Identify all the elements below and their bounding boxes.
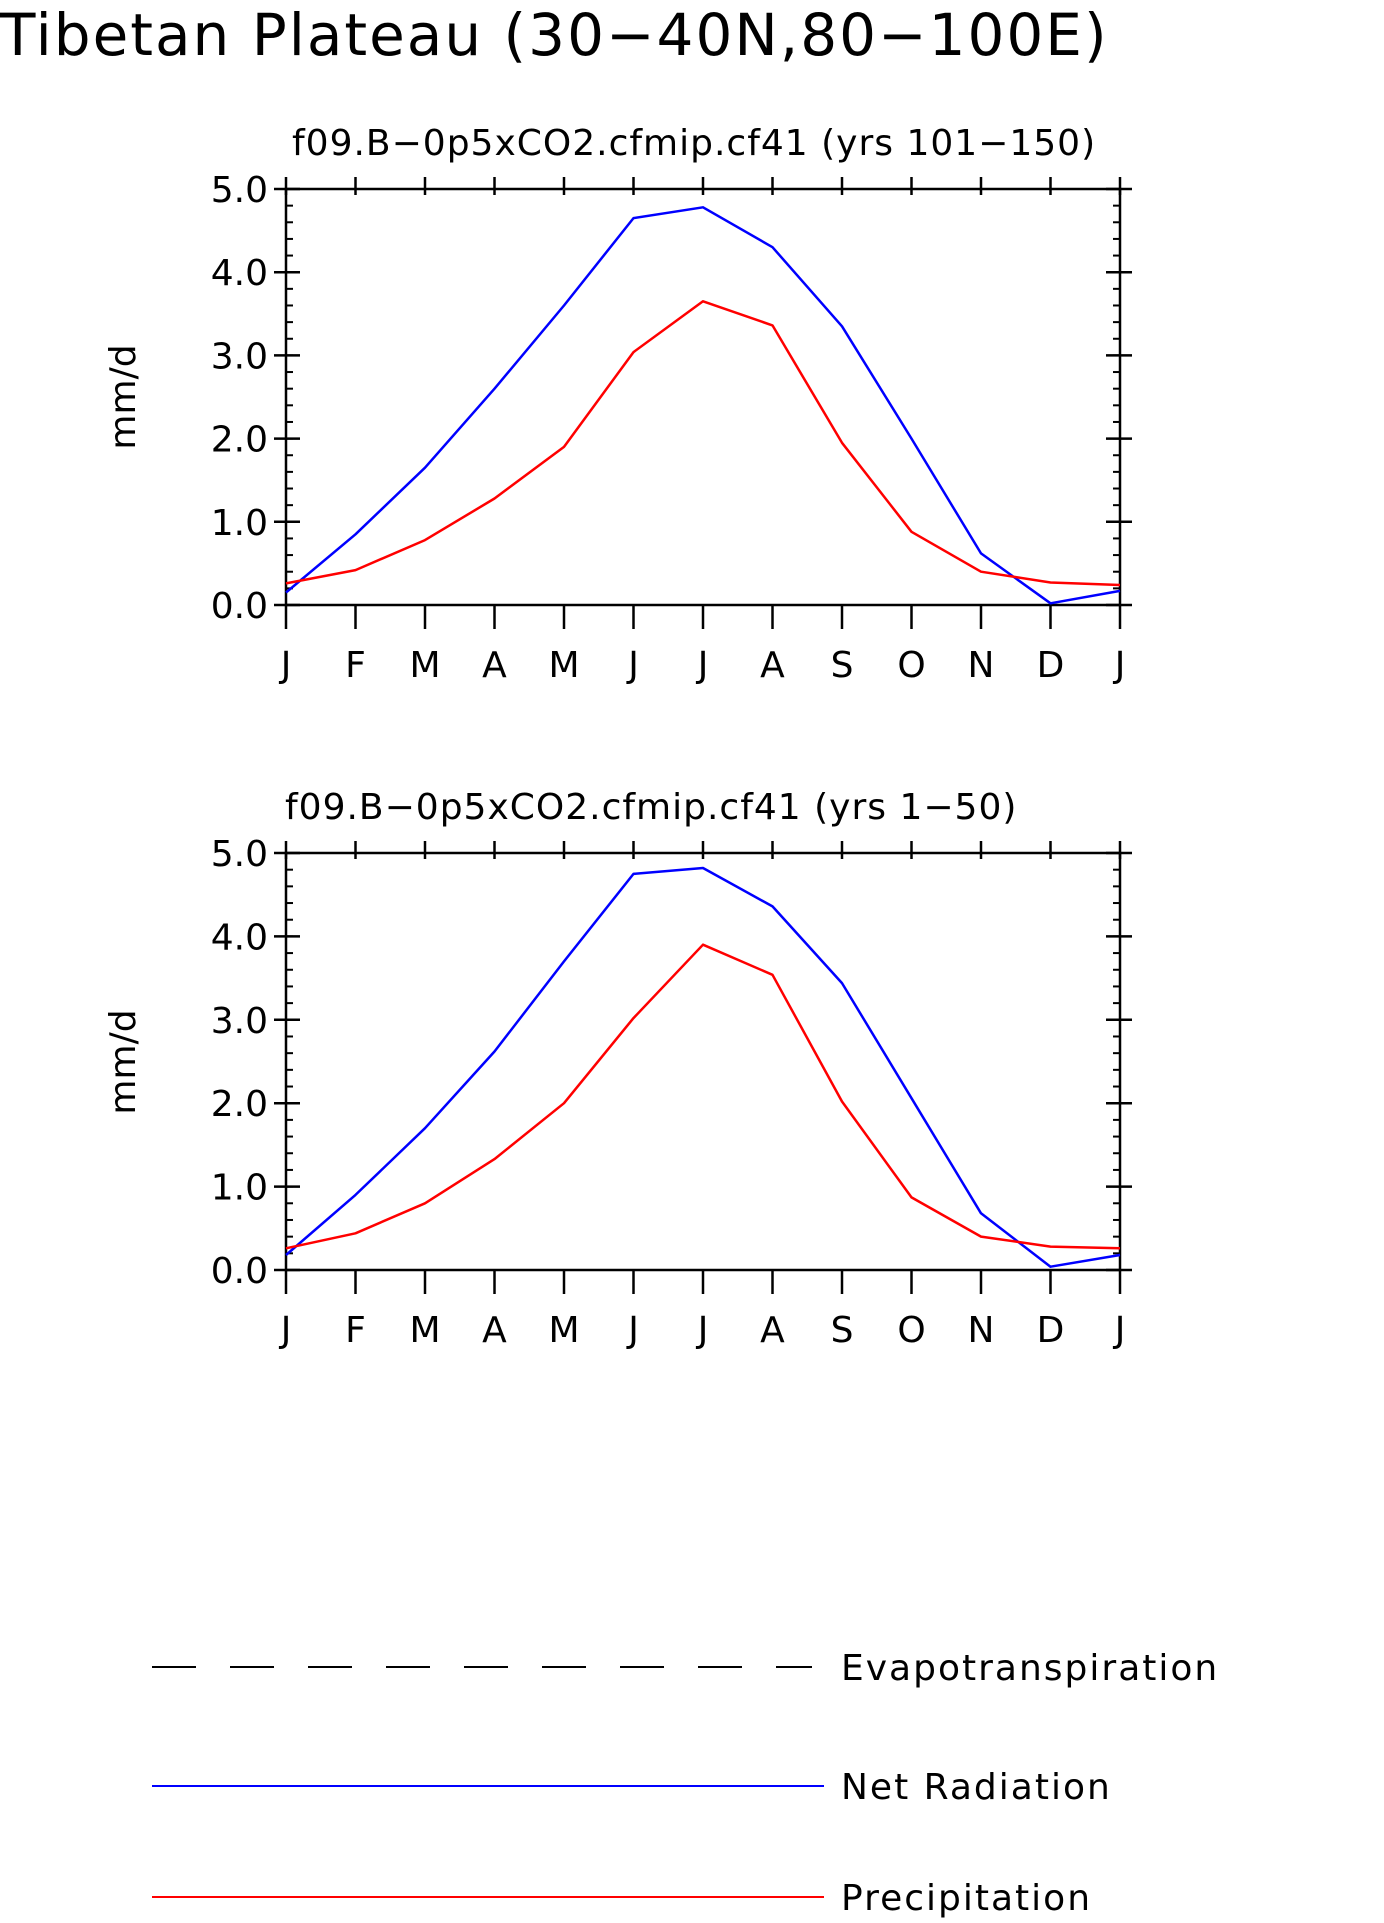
x-tick-label: S	[831, 645, 854, 686]
y-tick-label: 0.0	[211, 586, 268, 627]
legend-item-precipitation: Precipitation	[152, 1878, 1092, 1919]
x-tick-label: M	[548, 1310, 579, 1351]
y-tick-label: 4.0	[211, 253, 268, 294]
x-tick-label: J	[1113, 645, 1126, 686]
x-tick-label: N	[968, 645, 995, 686]
x-tick-label: J	[279, 645, 292, 686]
y-tick-label: 1.0	[211, 503, 268, 544]
x-tick-label: J	[279, 1310, 292, 1351]
legend-item-net-radiation: Net Radiation	[152, 1767, 1112, 1808]
x-tick-label: M	[409, 645, 440, 686]
x-tick-label: J	[626, 1310, 639, 1351]
y-tick-label: 3.0	[211, 1001, 268, 1042]
x-tick-label: D	[1037, 1310, 1065, 1351]
plot-frame	[284, 851, 1122, 1272]
x-tick-label: N	[968, 1310, 995, 1351]
x-tick-label: A	[760, 645, 785, 686]
legend-item-evapotranspiration: Evapotranspiration	[152, 1648, 1219, 1689]
y-tick-label: 0.0	[211, 1251, 268, 1292]
x-tick-label: S	[831, 1310, 854, 1351]
legend-label: Net Radiation	[841, 1767, 1112, 1808]
x-tick-label: J	[1113, 1310, 1126, 1351]
x-tick-label: F	[345, 1310, 366, 1351]
y-tick-label: 5.0	[211, 170, 268, 211]
plot-frame	[284, 187, 1122, 607]
y-tick-label: 2.0	[211, 420, 268, 461]
y-tick-label: 5.0	[211, 834, 268, 875]
x-tick-label: M	[548, 645, 579, 686]
x-tick-label: A	[760, 1310, 785, 1351]
panel-title: f09.B−0p5xCO2.cfmip.cf41 (yrs 1−50)	[285, 787, 1017, 828]
y-tick-label: 3.0	[211, 336, 268, 377]
series-line-net-radiation	[285, 206, 1121, 605]
series-line-net-radiation	[285, 866, 1121, 1268]
x-tick-label: A	[482, 1310, 507, 1351]
series-line-precipitation	[285, 300, 1121, 587]
legend-label: Evapotranspiration	[841, 1648, 1219, 1689]
panel-title: f09.B−0p5xCO2.cfmip.cf41 (yrs 101−150)	[292, 123, 1096, 164]
y-tick-label: 1.0	[211, 1168, 268, 1209]
series-line-precipitation	[285, 943, 1121, 1250]
chart-panel-top: f09.B−0p5xCO2.cfmip.cf41 (yrs 101−150) m…	[103, 123, 1132, 686]
x-tick-label: O	[897, 1310, 925, 1351]
figure-title: Tibetan Plateau (30−40N,80−100E)	[0, 1, 1109, 69]
x-tick-label: J	[696, 645, 709, 686]
x-tick-label: J	[696, 1310, 709, 1351]
legend: Evapotranspiration Net Radiation Precipi…	[152, 1648, 1219, 1919]
y-tick-label: 4.0	[211, 917, 268, 958]
y-tick-label: 2.0	[211, 1084, 268, 1125]
x-tick-label: D	[1037, 645, 1065, 686]
y-axis-label: mm/d	[103, 344, 144, 449]
x-tick-label: O	[897, 645, 925, 686]
x-tick-label: F	[345, 645, 366, 686]
y-axis-label: mm/d	[103, 1009, 144, 1114]
chart-panel-bottom: f09.B−0p5xCO2.cfmip.cf41 (yrs 1−50) mm/d…	[103, 787, 1132, 1351]
legend-label: Precipitation	[841, 1878, 1092, 1919]
x-tick-label: A	[482, 645, 507, 686]
x-tick-label: J	[626, 645, 639, 686]
x-tick-label: M	[409, 1310, 440, 1351]
